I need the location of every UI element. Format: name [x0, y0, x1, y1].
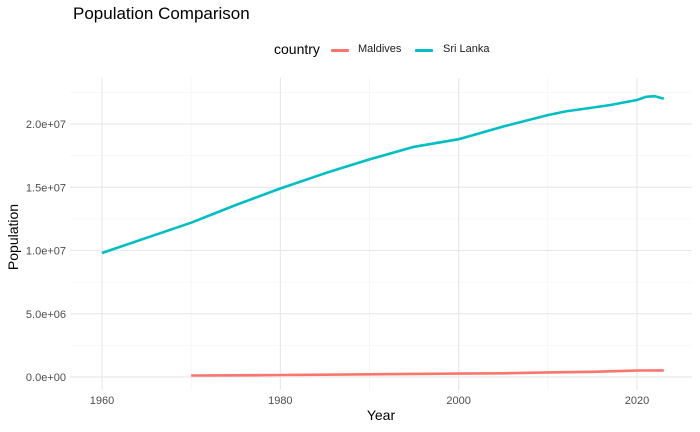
x-tick-label: 2000	[446, 395, 470, 407]
y-tick-label: 5.0e+06	[26, 309, 66, 321]
legend: country Maldives Sri Lanka	[0, 40, 700, 62]
legend-label-sri-lanka: Sri Lanka	[443, 43, 490, 55]
y-axis-title: Population	[5, 204, 21, 270]
series-layer	[101, 94, 665, 377]
legend-key-sri-lanka	[415, 49, 433, 52]
y-tick-label: 1.0e+07	[26, 246, 66, 258]
x-axis-title: Year	[367, 407, 396, 423]
x-tick-labels: 1960 1980 2000 2020	[90, 395, 649, 407]
y-tick-labels: 0.0e+00 5.0e+06 1.0e+07 1.5e+07 2.0e+07	[26, 119, 66, 384]
legend-key-maldives	[331, 49, 349, 52]
y-tick-label: 1.5e+07	[26, 182, 66, 194]
series-line-maldives	[191, 369, 664, 377]
legend-label-maldives: Maldives	[358, 43, 402, 55]
x-tick-label: 2020	[625, 395, 649, 407]
x-tick-label: 1960	[90, 395, 114, 407]
x-tick-label: 1980	[268, 395, 292, 407]
y-tick-label: 0.0e+00	[26, 372, 66, 384]
grid-major	[70, 78, 692, 390]
y-tick-label: 2.0e+07	[26, 119, 66, 131]
legend-title: country	[274, 41, 320, 57]
grid-minor	[70, 78, 692, 390]
series-line-sri-lanka	[101, 94, 665, 255]
chart-title: Population Comparison	[73, 4, 250, 23]
